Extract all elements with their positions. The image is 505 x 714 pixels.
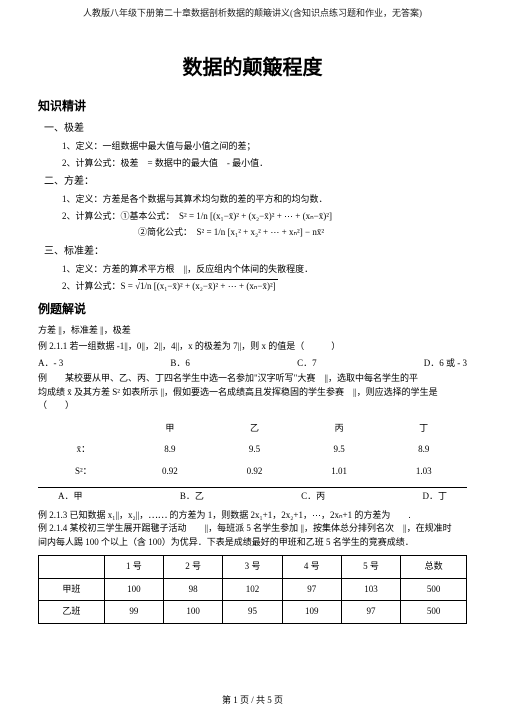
stats-table: 甲乙丙丁 x̄：8.99.59.58.9 S²：0.920.921.011.03 <box>38 417 467 484</box>
score-table: 1 号2 号3 号4 号5 号总数 甲班1009810297103500 乙班9… <box>38 555 467 624</box>
variance-formula-label: 2、计算公式：①基本公式： S² = 1/n [(x₁−x̄)² + (x₂−x… <box>62 210 467 224</box>
formula-simplified: S² = 1/n [x₁² + x₂² + ⋯ + xₙ²] − nx̄² <box>197 227 324 237</box>
stddev-formula: 2、计算公式：S = √1/n [(x₁−x̄)² + (x₂−x̄)² + ⋯… <box>62 279 467 294</box>
range-def: 1、定义：一组数据中最大值与最小值之间的差； <box>62 140 467 154</box>
subsection-variance: 二、方差： <box>44 174 467 189</box>
main-title: 数据的颠簸程度 <box>38 53 467 83</box>
opt-c: C．7 <box>297 357 317 371</box>
stddev-def: 1、定义：方差的算术平方根 ||，反应组内个体间的失散程度． <box>62 263 467 277</box>
variance-def: 1、定义：方差是各个数据与其算术均匀数的差的平方和的均匀数． <box>62 193 467 207</box>
opt2-c: C．丙 <box>301 490 325 504</box>
example-4a: 例 2.1.4 某校初三学生展开踢毽子活动 ||，每班派 5 名学生参加 ||，… <box>38 522 467 536</box>
example-3: 例 2.1.3 已知数据 x₁||，x₂||，⋯⋯ 的方差为 1，则数据 2x₁… <box>38 509 467 523</box>
section-knowledge: 知识精讲 <box>38 97 467 115</box>
opt-d: D．6 或 - 3 <box>424 357 467 371</box>
example-2b: 均成绩 x̄ 及其方差 S² 如表所示 ||，假如要选一名成绩高且发挥稳固的学生… <box>38 386 467 413</box>
subsection-range: 一、极差 <box>44 121 467 136</box>
example-4b: 间内每人踢 100 个以上（含 100）为优异．下表是成绩最好的甲班和乙班 5 … <box>38 536 467 550</box>
example-header: 方差 ||，标准差 ||，极差 <box>38 324 467 338</box>
opt-a: A．- 3 <box>38 357 63 371</box>
formula-basic: S² = 1/n [(x₁−x̄)² + (x₂−x̄)² + ⋯ + (xₙ−… <box>179 211 332 221</box>
page-header: 人教版八年级下册第二十章数据剖析数据的颠簸讲义(含知识点练习题和作业，无答案) <box>0 0 505 19</box>
opt2-b: B．乙 <box>180 490 204 504</box>
opt2-a: A．甲 <box>58 490 83 504</box>
range-formula: 2、计算公式：极差 = 数据中的最大值 - 最小值． <box>62 157 467 171</box>
opt2-d: D．丁 <box>422 490 447 504</box>
variance-simplified-label: ②简化公式： S² = 1/n [x₁² + x₂² + ⋯ + xₙ²] − … <box>138 226 467 240</box>
subsection-stddev: 三、标准差： <box>44 244 467 259</box>
section-examples: 例题解说 <box>38 300 467 318</box>
page-footer: 第 1 页 / 共 5 页 <box>0 693 505 706</box>
example-1: 例 2.1.1 若一组数据 -1||，0||，2||，4||，x 的极差为 7|… <box>38 340 467 354</box>
opt-b: B．6 <box>170 357 190 371</box>
example-2a: 例 某校要从甲、乙、丙、丁四名学生中选一名参加"汉字听写"大赛 ||，选取中每名… <box>38 372 467 386</box>
